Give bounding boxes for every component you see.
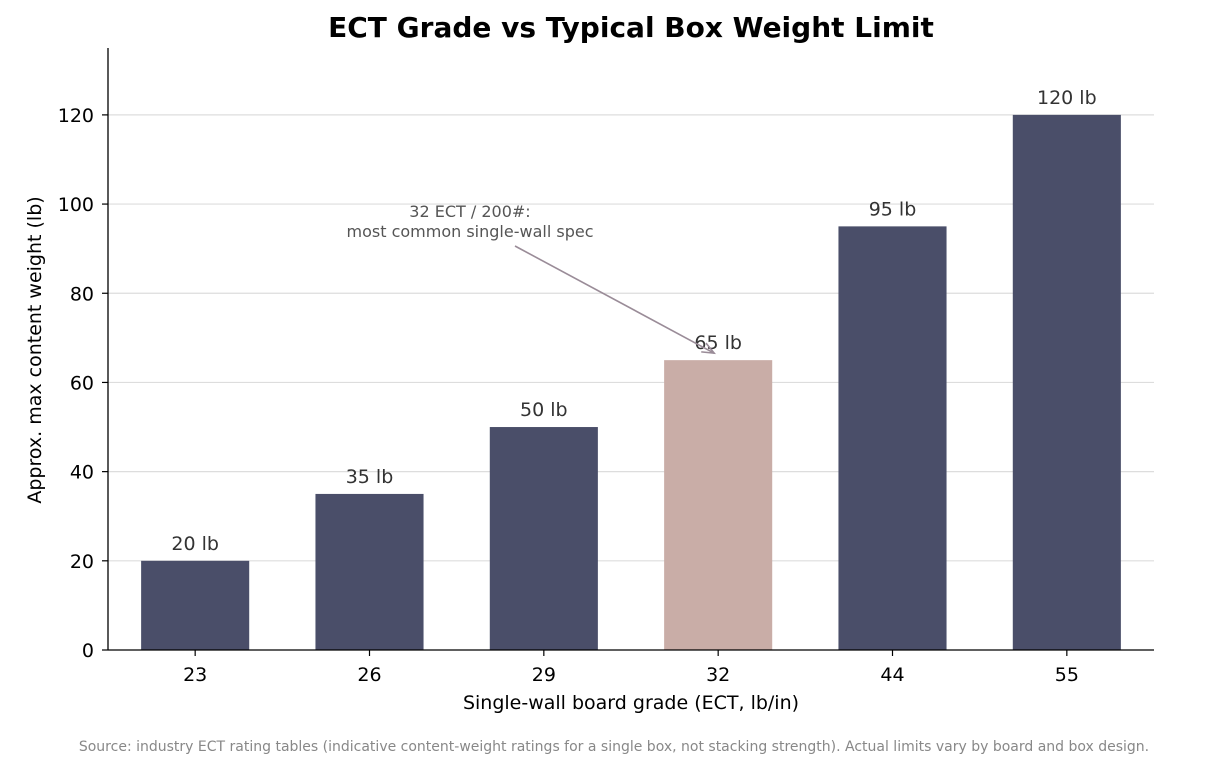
- y-tick-label-80: 80: [70, 283, 94, 305]
- annotation-line-1: 32 ECT / 200#:: [409, 202, 530, 221]
- bar-26: [315, 493, 424, 650]
- gridlines: [108, 114, 1154, 562]
- data-label-32: 65 lb: [694, 332, 742, 354]
- x-tick-label-55: 55: [1055, 664, 1079, 686]
- x-tick-label-29: 29: [532, 664, 556, 686]
- bar-29: [489, 427, 598, 650]
- annotation-line-2: most common single-wall spec: [347, 222, 594, 241]
- y-axis-label: Approx. max content weight (lb): [24, 196, 46, 503]
- data-label-23: 20 lb: [171, 533, 219, 555]
- x-tick-label-23: 23: [183, 664, 207, 686]
- bar-55: [1012, 114, 1121, 650]
- data-label-55: 120 lb: [1037, 87, 1097, 109]
- x-tick-label-44: 44: [880, 664, 904, 686]
- y-tick-label-60: 60: [70, 372, 94, 394]
- y-tick-label-40: 40: [70, 462, 94, 484]
- bar-32: [664, 360, 773, 650]
- x-axis-label: Single-wall board grade (ECT, lb/in): [463, 692, 799, 714]
- y-ticks: 0 20 40 60 80 100 120: [58, 105, 108, 662]
- chart-title: ECT Grade vs Typical Box Weight Limit: [328, 11, 934, 44]
- bar-23: [141, 560, 250, 650]
- source-note: Source: industry ECT rating tables (indi…: [79, 739, 1149, 755]
- y-tick-label-100: 100: [58, 194, 94, 216]
- annotation-arrow-line: [514, 245, 715, 354]
- bars: [141, 114, 1121, 651]
- y-tick-label-20: 20: [70, 551, 94, 573]
- x-tick-label-32: 32: [706, 664, 730, 686]
- annotation-arrow-head: [701, 342, 716, 355]
- annotation: 32 ECT / 200#:most common single-wall sp…: [347, 202, 716, 355]
- y-tick-label-120: 120: [58, 105, 94, 127]
- bar-44: [838, 226, 947, 651]
- data-label-29: 50 lb: [520, 399, 568, 421]
- data-label-44: 95 lb: [869, 198, 917, 220]
- x-ticks: 23 26 29 32 44 55: [183, 650, 1079, 686]
- y-tick-label-0: 0: [82, 640, 94, 662]
- data-labels: 20 lb 35 lb 50 lb 65 lb 95 lb 120 lb: [171, 87, 1096, 555]
- data-label-26: 35 lb: [346, 466, 394, 488]
- x-tick-label-26: 26: [357, 664, 381, 686]
